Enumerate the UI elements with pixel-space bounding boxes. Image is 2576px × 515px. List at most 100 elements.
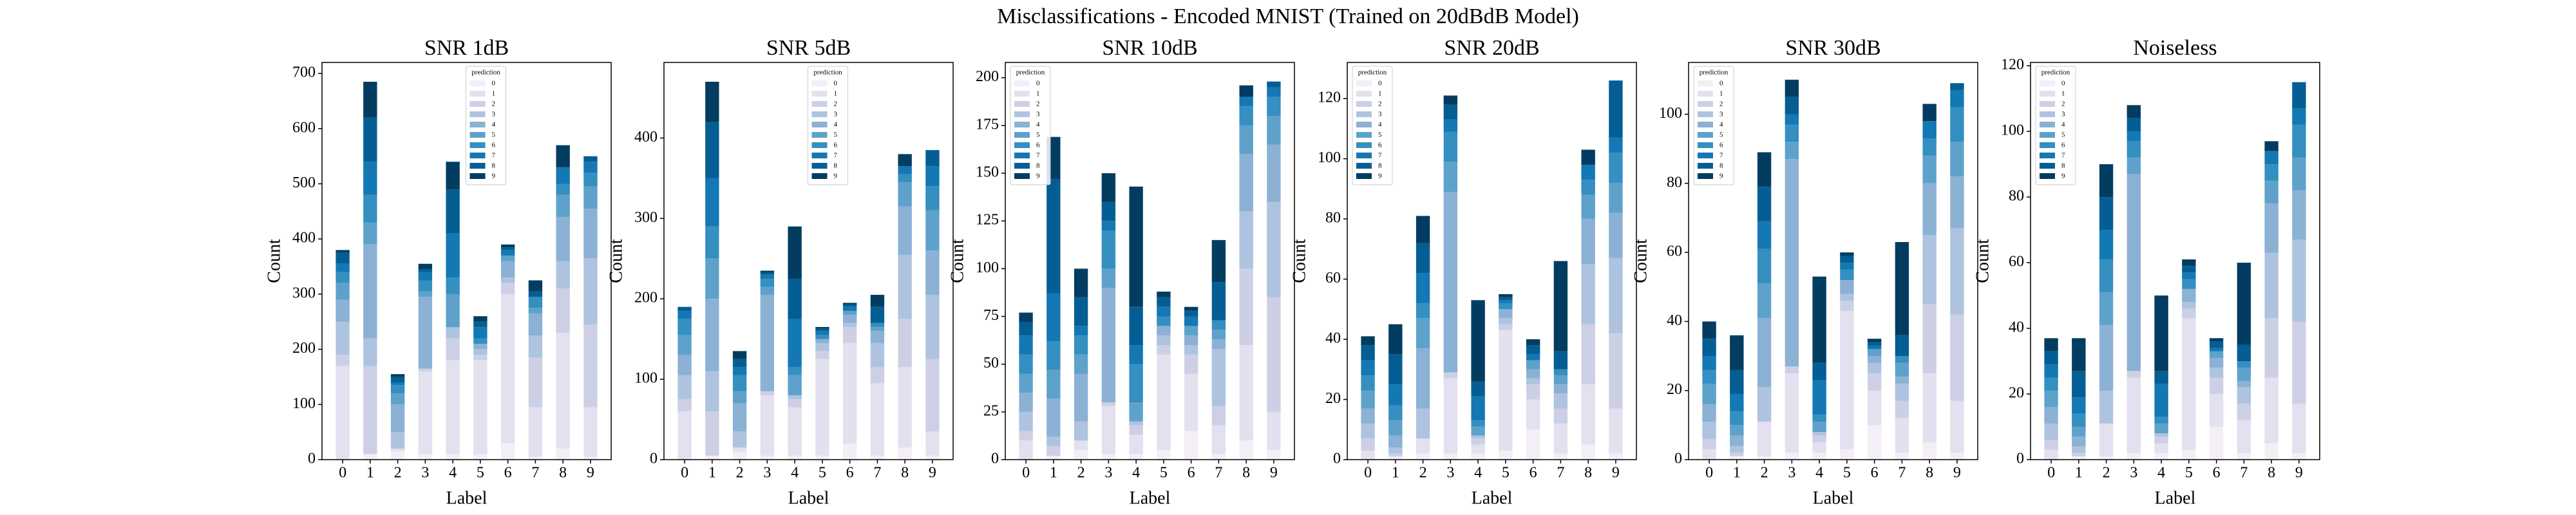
bar-segment [1471, 453, 1485, 460]
bar-segment [1867, 356, 1882, 363]
legend-swatch [811, 173, 828, 179]
bar-segment [363, 162, 377, 195]
bar-segment [1019, 322, 1033, 336]
y-axis-label: Count [264, 239, 284, 283]
bar-segment [2209, 394, 2224, 427]
y-tick-label: 0 [1674, 451, 1682, 467]
bar-segment [1730, 370, 1744, 395]
legend-swatch [2040, 80, 2055, 86]
legend-swatch [811, 122, 828, 127]
bar-segment [842, 304, 857, 307]
bar-segment [1443, 453, 1458, 460]
bar-segment [1184, 310, 1198, 317]
x-tick-label: 4 [1474, 465, 1482, 482]
legend-swatch [469, 101, 486, 107]
x-axis-label: Label [2155, 488, 2196, 508]
bar-segment [2154, 436, 2168, 444]
bar-segment [1812, 432, 1826, 436]
bar-segment [2292, 108, 2306, 125]
bar-segment [677, 399, 692, 412]
bar-segment [1211, 406, 1226, 426]
bar-segment [1267, 201, 1281, 297]
bar-segment [446, 454, 460, 460]
bar-segment [556, 145, 570, 167]
legend-swatch [1698, 173, 1713, 179]
bar-segment [1443, 95, 1458, 105]
legend-label: 8 [2061, 162, 2065, 170]
legend-label: 9 [1719, 173, 1723, 180]
x-tick-label: 1 [708, 465, 716, 482]
legend-title: prediction [813, 69, 842, 77]
legend-swatch [811, 153, 828, 158]
bar-segment [390, 385, 405, 394]
bar-segment [1443, 191, 1458, 373]
bar-segment [390, 448, 405, 452]
bar-segment [1526, 429, 1540, 460]
legend-title: prediction [2041, 69, 2070, 77]
legend-swatch [1014, 80, 1030, 86]
bar-segment [336, 263, 350, 272]
legend-label: 0 [1719, 80, 1723, 88]
legend-label: 7 [1036, 152, 1040, 160]
bar-segment [1730, 445, 1744, 453]
bar-segment [1211, 239, 1226, 283]
x-tick-label: 8 [1584, 465, 1592, 482]
bar-segment [2264, 180, 2278, 204]
bar-segment [583, 173, 598, 187]
bar-segment [1499, 300, 1513, 303]
bar-segment [583, 156, 598, 162]
bar-segment [556, 288, 570, 333]
bar-segment [1812, 415, 1826, 422]
bar-segment [898, 166, 912, 174]
bar-segment [1950, 176, 1964, 229]
legend-swatch [1698, 91, 1713, 97]
bar-segment [1499, 318, 1513, 324]
bar-segment [815, 331, 829, 335]
bar-segment [1581, 324, 1595, 385]
legend-swatch [2040, 163, 2055, 169]
bar-segment [1553, 369, 1568, 376]
bar-segment [1046, 293, 1061, 342]
legend-swatch [811, 101, 828, 107]
legend-title: prediction [1016, 69, 1045, 77]
y-tick-label: 0 [991, 451, 999, 467]
bar-segment [705, 455, 719, 460]
bar-segment [390, 404, 405, 433]
bar-segment [1211, 330, 1226, 340]
bar-segment [1702, 404, 1716, 422]
bar-segment [528, 291, 543, 297]
bar-segment [815, 339, 829, 343]
bar-segment [528, 308, 543, 314]
y-tick-label: 80 [1667, 174, 1682, 191]
bar-segment [898, 367, 912, 448]
bar-segment [1211, 320, 1226, 330]
x-tick-label: 3 [763, 465, 771, 482]
bar-segment [1239, 154, 1253, 212]
legend-swatch [469, 91, 486, 97]
bar-segment [815, 328, 829, 332]
y-axis-label: Count [1631, 239, 1651, 283]
bar-segment [1416, 408, 1430, 439]
bar-segment [556, 183, 570, 195]
legend-swatch [1698, 122, 1713, 127]
bar-segment [473, 349, 488, 355]
bar-segment [336, 299, 350, 322]
bar-segment [1157, 291, 1171, 297]
x-tick-label: 0 [1022, 465, 1030, 482]
x-tick-label: 9 [2295, 465, 2303, 482]
bar-segment [2072, 446, 2086, 453]
bar-segment [473, 327, 488, 339]
bar-segment [1361, 390, 1375, 409]
bar-segment [925, 359, 940, 432]
legend-label: 9 [834, 173, 838, 180]
x-tick-label: 9 [1612, 465, 1620, 482]
bar-segment [1757, 421, 1772, 456]
bar-segment [1867, 342, 1882, 346]
x-tick-label: 6 [504, 465, 512, 482]
legend-label: 5 [1378, 131, 1382, 139]
bar-segment [1239, 106, 1253, 126]
bar-segment [2072, 413, 2086, 427]
bar-segment [925, 294, 940, 359]
bar-segment [870, 306, 885, 323]
